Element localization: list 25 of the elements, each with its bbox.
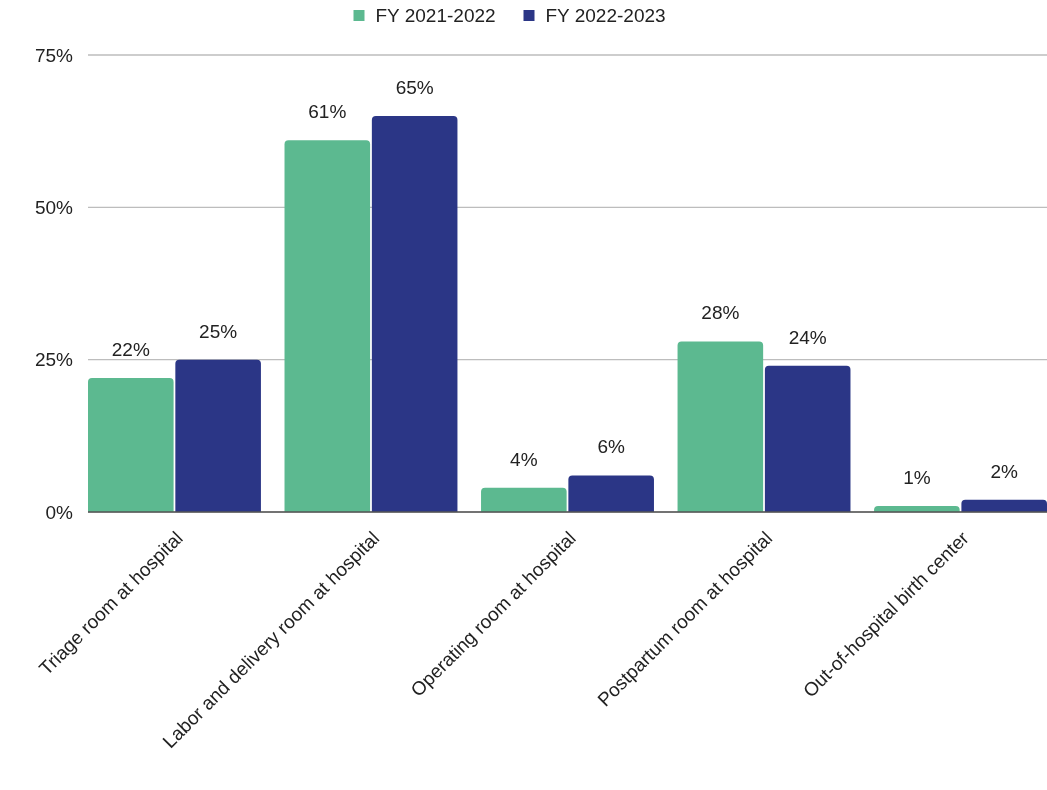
y-tick-label: 0%: [45, 501, 74, 523]
bar: [371, 115, 458, 512]
bar: [481, 487, 567, 512]
data-label: 4%: [510, 448, 538, 470]
data-label: 1%: [903, 466, 931, 488]
bar: [88, 377, 174, 512]
bar: [677, 341, 764, 512]
data-label: 65%: [395, 76, 434, 98]
data-label: 22%: [111, 338, 150, 360]
bar: [175, 359, 261, 512]
data-label: 2%: [990, 460, 1019, 482]
y-tick-label: 25%: [34, 349, 74, 371]
y-tick-label: 75%: [34, 44, 74, 66]
data-label: 24%: [788, 326, 827, 348]
legend-label: FY 2021-2022: [375, 5, 496, 26]
y-tick-label: 50%: [34, 196, 74, 218]
bar: [764, 365, 851, 512]
data-label: 28%: [701, 302, 740, 324]
bar: [961, 499, 1047, 512]
data-label: 25%: [199, 320, 238, 342]
data-label: 6%: [597, 436, 625, 458]
bar: [568, 475, 654, 512]
legend-label: FY 2022-2023: [545, 5, 666, 26]
data-label: 61%: [308, 101, 347, 123]
bar: [284, 140, 371, 512]
